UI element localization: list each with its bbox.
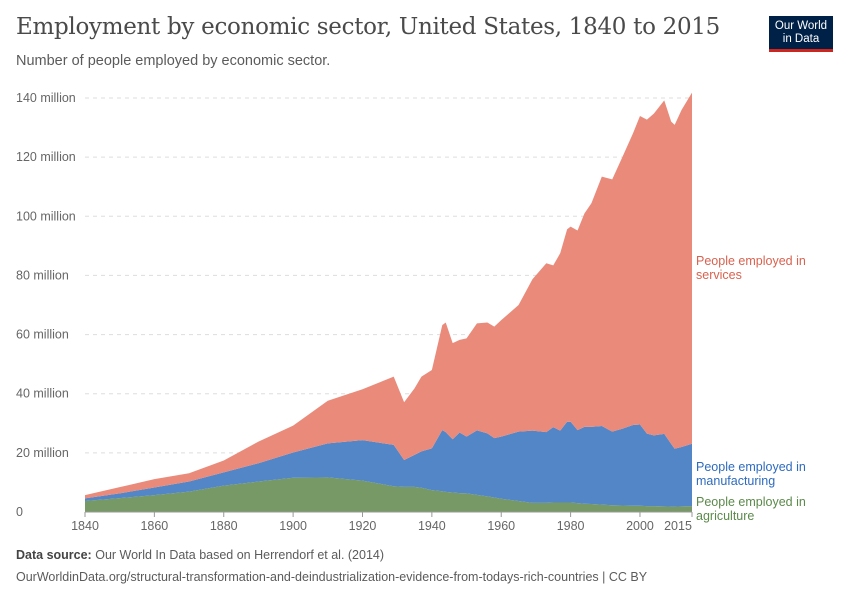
x-tick-label: 1860 [140,519,168,533]
label-agriculture-line2: agriculture [696,509,755,523]
y-tick-label: 80 million [16,268,69,282]
data-source: Data source: Our World In Data based on … [16,548,384,562]
x-tick-label: 1960 [487,519,515,533]
label-agriculture-line1: People employed in [696,495,806,509]
label-services: People employed in services [696,254,806,282]
source-label: Data source: [16,548,92,562]
logo-line2: in Data [782,33,820,45]
y-tick-label: 20 million [16,446,69,460]
label-manufacturing-line1: People employed in [696,460,806,474]
x-tick-label: 1980 [557,519,585,533]
y-tick-label: 100 million [16,209,76,223]
x-tick-label: 2000 [626,519,654,533]
label-manufacturing-line2: manufacturing [696,474,776,488]
x-tick-label: 1900 [279,519,307,533]
label-manufacturing: People employed in manufacturing [696,460,806,488]
area-manufacturing [85,421,692,507]
label-services-line2: services [696,268,742,282]
logo-line1: Our World [774,20,828,32]
x-tick-label: 1920 [349,519,377,533]
chart-title: Employment by economic sector, United St… [16,14,720,40]
y-tick-label: 0 [16,505,23,519]
label-services-line1: People employed in [696,254,806,268]
owid-logo[interactable]: Our World in Data [769,16,833,52]
y-tick-label: 140 million [16,91,76,105]
stacked-area-chart: 0 20 million 40 million 60 million 80 millio… [16,91,693,533]
x-tick-label: 1940 [418,519,446,533]
source-text: Our World In Data based on Herrendorf et… [95,548,385,562]
label-agriculture: People employed in agriculture [696,495,806,523]
chart-subtitle: Number of people employed by economic se… [16,53,331,69]
y-tick-label: 60 million [16,328,69,342]
x-tick-label: 1840 [71,519,99,533]
y-tick-label: 120 million [16,150,76,164]
area-agriculture [85,477,692,512]
y-tick-label: 40 million [16,387,69,401]
source-url[interactable]: OurWorldinData.org/structural-transforma… [16,570,648,584]
x-tick-label: 2015 [664,519,692,533]
area-services [85,92,692,499]
x-tick-label: 1880 [210,519,238,533]
